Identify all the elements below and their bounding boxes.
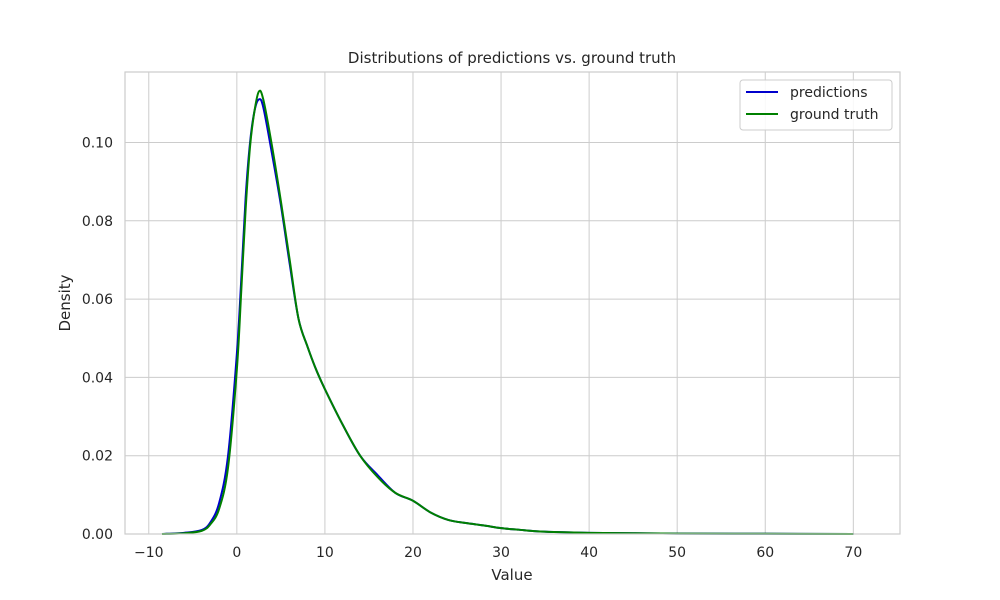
x-tick-label: 60 — [756, 545, 774, 561]
x-tick-label: −10 — [134, 545, 164, 561]
legend: predictions ground truth — [739, 79, 893, 131]
y-tick-labels: 0.00 0.02 0.04 0.06 0.08 0.10 — [82, 135, 113, 543]
legend-entry-label: ground truth — [790, 107, 878, 123]
plot-frame — [124, 71, 901, 535]
x-tick-label: 20 — [404, 545, 422, 561]
x-tick-label: 50 — [668, 545, 686, 561]
x-tick-labels: −10 0 10 20 30 40 50 60 70 — [134, 545, 862, 561]
series-lines — [161, 89, 854, 535]
series-line-predictions — [161, 98, 854, 535]
y-tick-label: 0.06 — [82, 292, 113, 308]
series-line-ground-truth — [161, 89, 854, 535]
x-tick-label: 10 — [316, 545, 334, 561]
legend-entry-label: predictions — [790, 85, 868, 101]
y-tick-label: 0.00 — [82, 527, 113, 543]
x-tick-label: 30 — [492, 545, 510, 561]
x-axis-label: Value — [491, 566, 532, 584]
y-tick-label: 0.08 — [82, 214, 113, 230]
x-tick-label: 70 — [844, 545, 862, 561]
x-tick-label: 40 — [580, 545, 598, 561]
y-tick-label: 0.04 — [82, 370, 113, 386]
y-axis-label: Density — [56, 274, 74, 331]
x-tick-label: 0 — [232, 545, 241, 561]
y-tick-label: 0.02 — [82, 449, 113, 465]
chart-title: Distributions of predictions vs. ground … — [348, 49, 676, 67]
y-tick-label: 0.10 — [82, 135, 113, 151]
